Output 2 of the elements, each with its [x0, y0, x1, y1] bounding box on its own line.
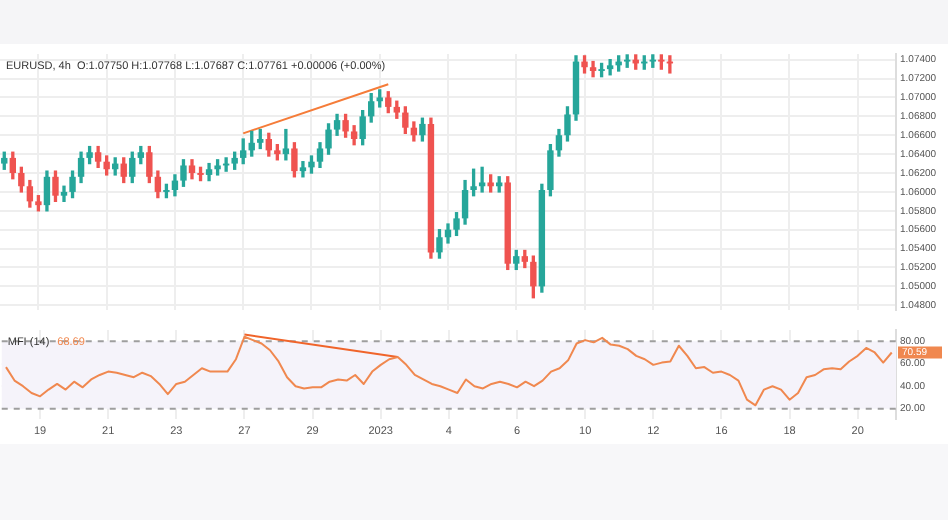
candlestick: [282, 128, 290, 161]
candlestick: [478, 166, 486, 193]
